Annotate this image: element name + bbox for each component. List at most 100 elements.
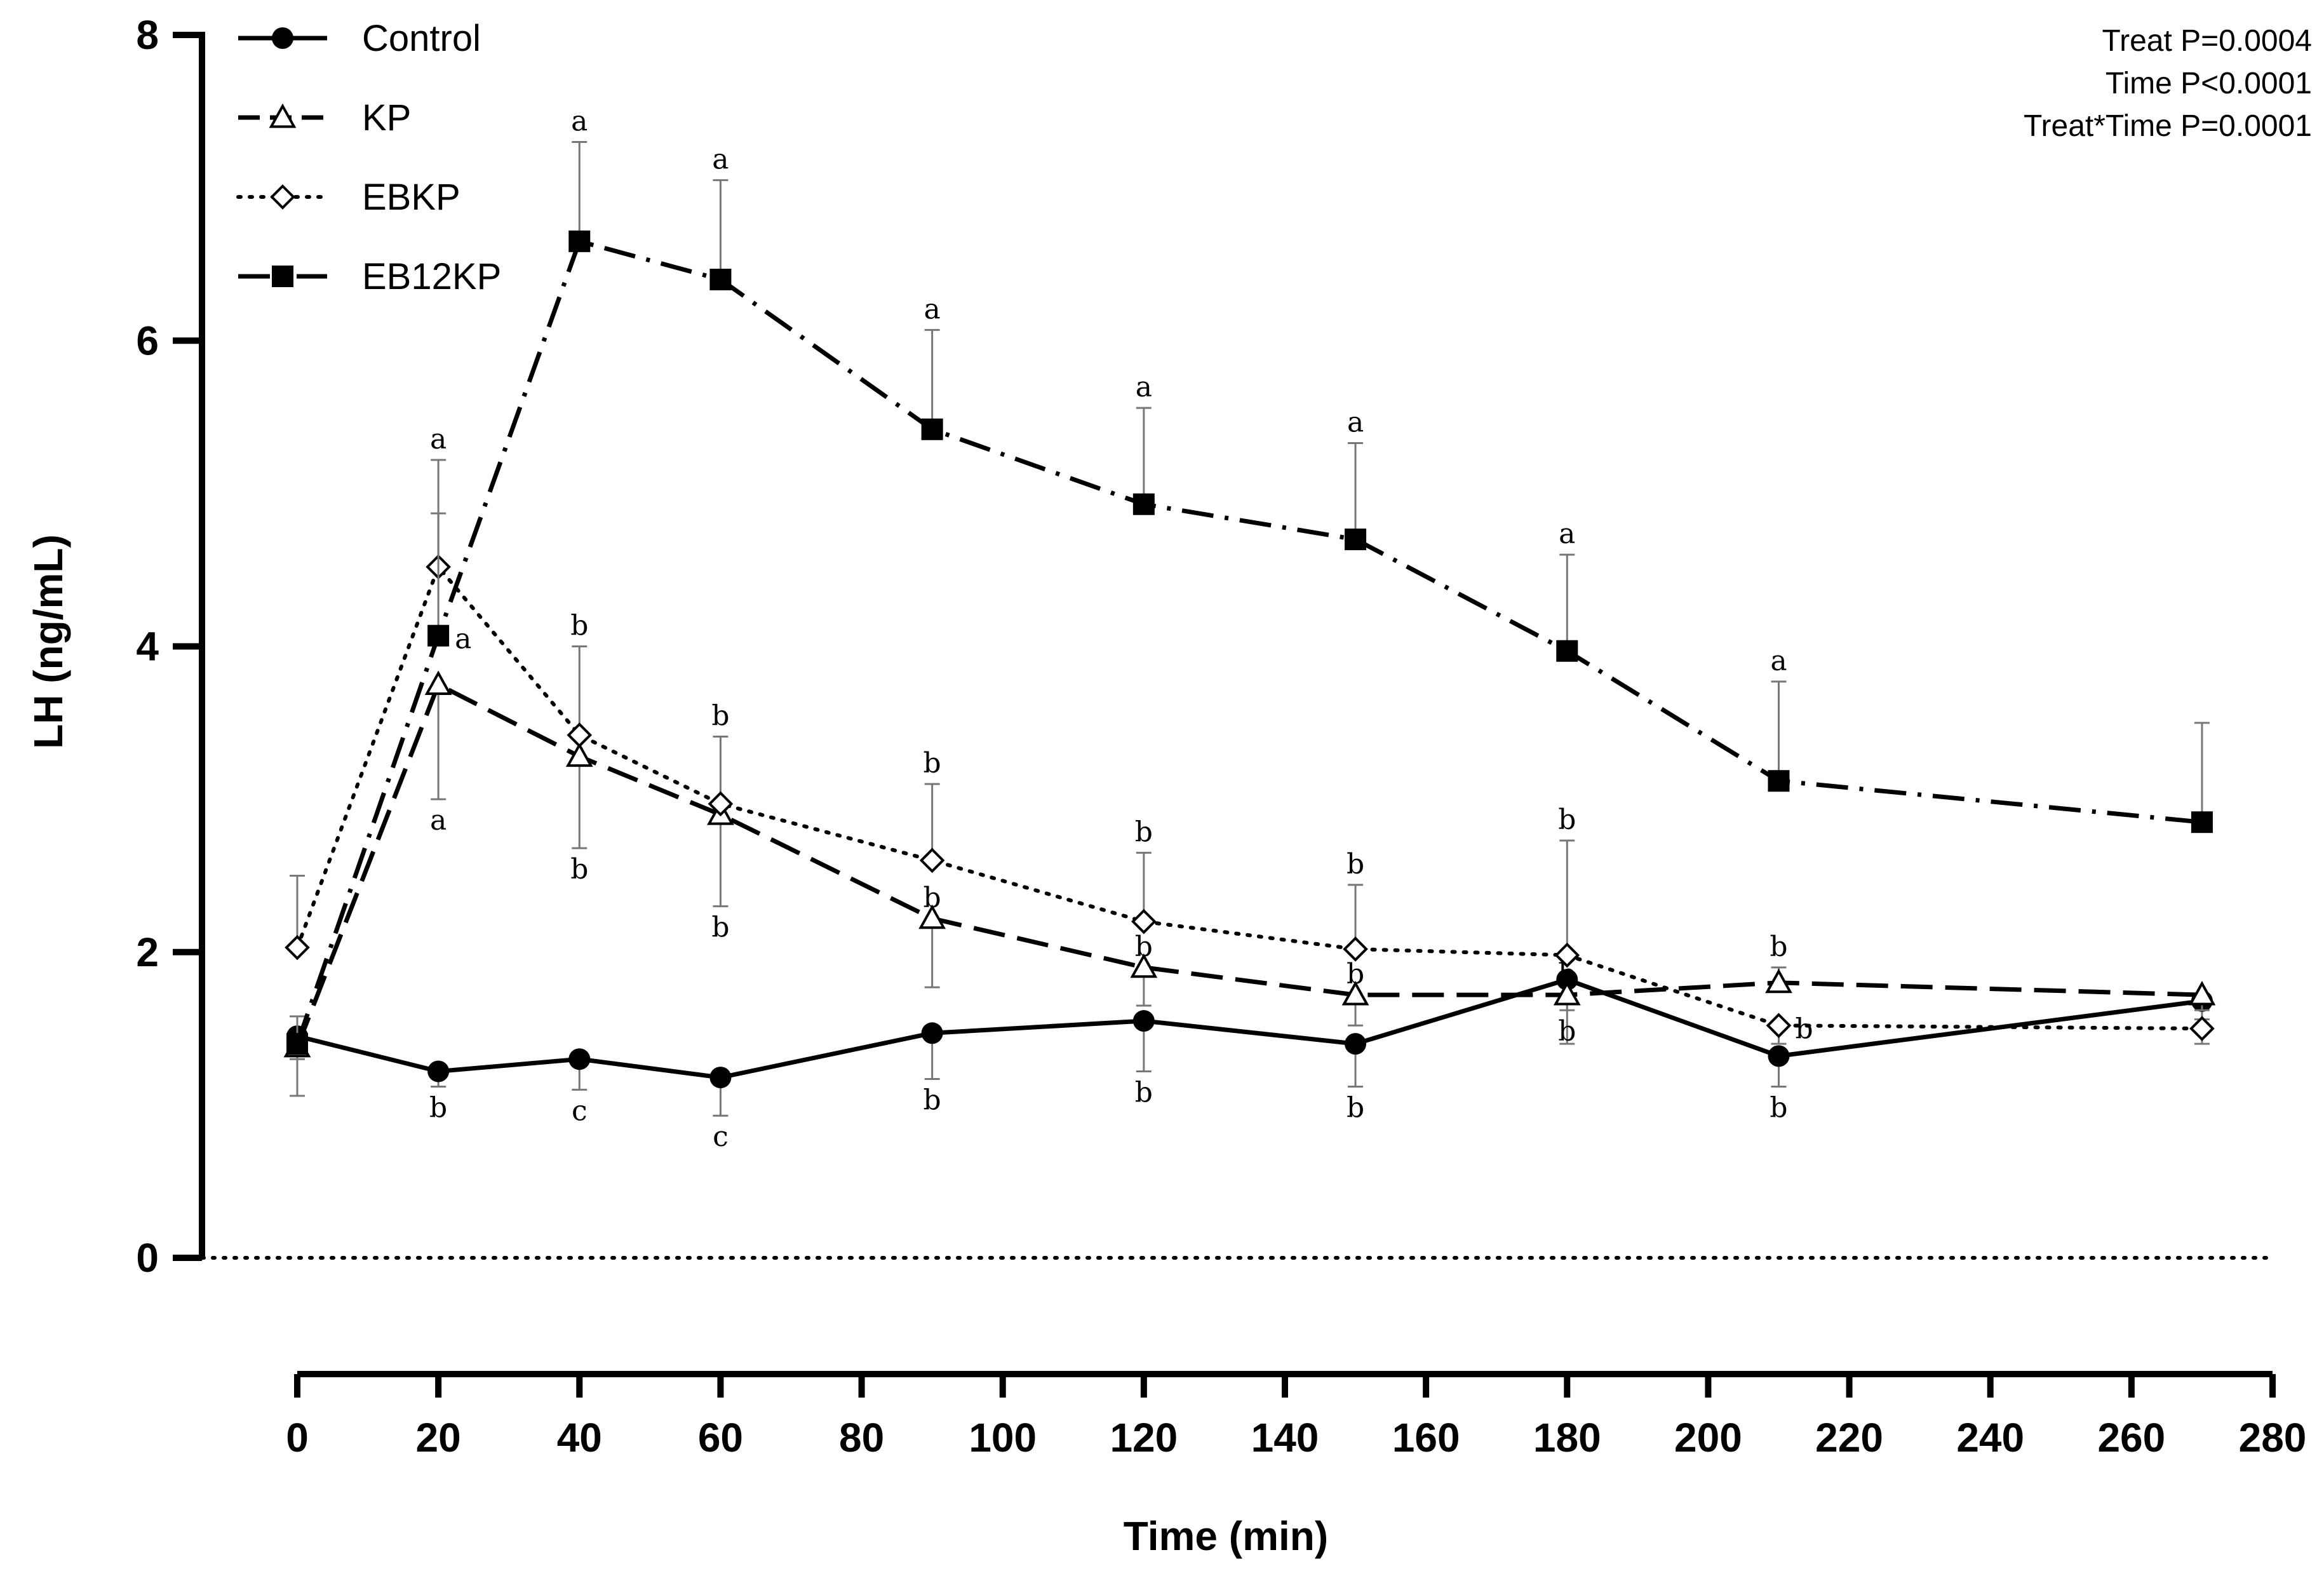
data-point <box>1132 1010 1155 1032</box>
x-tick-label: 120 <box>1110 1415 1178 1460</box>
significance-letter: b <box>570 853 588 886</box>
significance-letter: b <box>1347 958 1364 990</box>
x-tick-label: 200 <box>1674 1415 1742 1460</box>
significance-letter: b <box>1770 931 1787 963</box>
data-point <box>427 1060 450 1082</box>
legend: Control KP EBKP EB12KP <box>236 18 501 297</box>
series-line <box>297 977 2203 1080</box>
data-point <box>1556 969 1578 991</box>
data-point <box>919 847 945 873</box>
x-tick-label: 220 <box>1815 1415 1883 1460</box>
x-tick-label: 240 <box>1956 1415 2024 1460</box>
legend-marker <box>269 103 297 128</box>
x-tick-label: 100 <box>969 1415 1037 1460</box>
significance-letter: b <box>1347 1092 1364 1124</box>
y-tick-label: 6 <box>136 318 159 363</box>
data-point <box>921 1022 943 1044</box>
data-point <box>708 791 734 817</box>
significance-letter: b <box>570 610 588 642</box>
legend-label: Control <box>362 18 481 59</box>
significance-letter: b <box>1558 958 1576 990</box>
legend-marker <box>272 27 293 49</box>
data-point <box>1768 770 1790 792</box>
significance-letter: a <box>712 144 729 176</box>
significance-letter: a <box>1770 645 1787 677</box>
x-tick-label: 280 <box>2239 1415 2307 1460</box>
significance-letter: b <box>1135 816 1153 848</box>
data-point <box>918 904 946 929</box>
data-point <box>1553 981 1581 1006</box>
significance-letter: a <box>571 105 588 137</box>
x-tick-label: 260 <box>2097 1415 2165 1460</box>
series-kp <box>283 670 2216 1097</box>
significance-letter: b <box>924 882 941 914</box>
significance-letter: a <box>924 293 941 325</box>
series-line <box>295 681 2203 1048</box>
data-point <box>286 1033 308 1055</box>
data-point <box>2191 811 2213 833</box>
significance-letter: b <box>1135 1076 1153 1109</box>
significance-letter: b <box>711 699 729 732</box>
x-tick-label: 80 <box>839 1415 884 1460</box>
significance-letter: b <box>1135 931 1153 963</box>
data-point <box>427 624 450 647</box>
significance-letter: b <box>429 1092 447 1124</box>
significance-letter: c <box>572 1095 588 1127</box>
series-eb12kp <box>286 140 2213 1055</box>
significance-letter: a <box>1347 406 1364 438</box>
significance-letter: b <box>924 1084 941 1116</box>
significance-letter: b <box>1558 804 1576 836</box>
series-line <box>295 238 2203 1045</box>
data-point <box>424 670 452 696</box>
data-point <box>1345 1033 1367 1055</box>
x-tick-label: 40 <box>557 1415 602 1460</box>
significance-letter: a <box>1136 371 1152 403</box>
x-tick-label: 20 <box>416 1415 461 1460</box>
data-point <box>568 230 591 252</box>
legend-marker <box>270 184 295 210</box>
significance-letter: b <box>1558 1015 1576 1048</box>
x-tick-label: 140 <box>1251 1415 1319 1460</box>
x-tick-label: 60 <box>698 1415 743 1460</box>
data-point <box>1556 640 1578 662</box>
significance-letter: a <box>455 623 471 656</box>
data-point <box>1341 981 1369 1006</box>
legend-marker <box>272 266 293 287</box>
y-axis-title: LH (ng/mL) <box>25 534 71 749</box>
legend-label: EBKP <box>362 177 460 218</box>
stats-interaction: Treat*Time P=0.0001 <box>2024 109 2312 143</box>
data-point <box>709 1067 732 1089</box>
data-point <box>285 934 310 961</box>
stats-annotation: Treat P=0.0004 Time P<0.0001 Treat*Time … <box>2024 24 2312 143</box>
series-line <box>295 563 2204 1031</box>
legend-label: KP <box>362 97 411 138</box>
significance-letter: b <box>1347 848 1364 880</box>
y-tick-label: 2 <box>136 929 159 975</box>
significance-letter: a <box>430 423 447 455</box>
significance-letter: b <box>924 747 941 779</box>
x-tick-label: 160 <box>1392 1415 1460 1460</box>
stats-treat: Treat P=0.0004 <box>2102 24 2312 58</box>
data-point <box>1765 968 1792 994</box>
data-point <box>568 1048 591 1070</box>
significance-letter: a <box>430 804 447 837</box>
series-layer <box>283 140 2216 1117</box>
significance-letter: a <box>1559 518 1575 550</box>
y-axis: 0 2 4 6 8 <box>136 12 205 1281</box>
data-point <box>1766 1013 1792 1039</box>
significance-letter: b <box>1770 1092 1787 1124</box>
data-point <box>921 418 943 440</box>
data-point <box>2189 1016 2215 1041</box>
data-point <box>567 722 593 748</box>
significance-letter: b <box>711 912 729 944</box>
data-point <box>565 742 593 767</box>
y-tick-label: 8 <box>136 12 159 58</box>
legend-item-ebkp: EBKP <box>236 177 460 218</box>
data-point <box>2188 981 2216 1006</box>
data-point <box>709 269 732 290</box>
data-point <box>1343 936 1368 962</box>
y-tick-label: 4 <box>136 624 159 670</box>
series-control <box>286 969 2213 1117</box>
